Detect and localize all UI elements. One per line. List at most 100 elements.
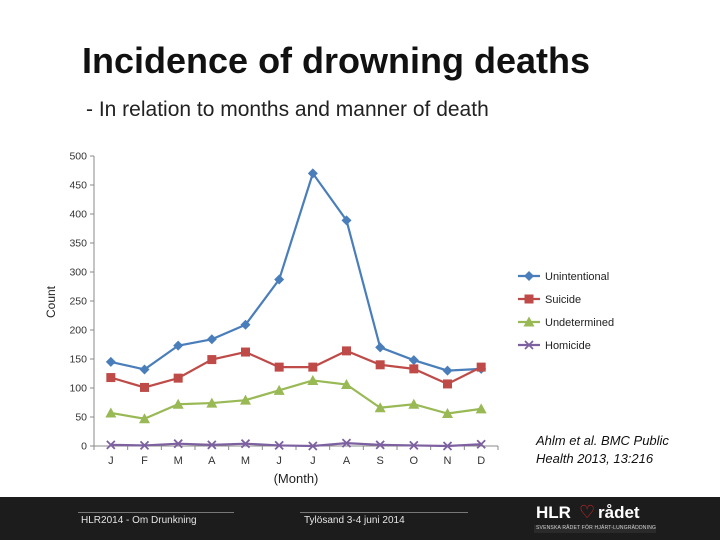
data-point-homicide xyxy=(409,440,419,451)
data-point-unintentional xyxy=(274,274,285,285)
drowning-line-chart: 0 50 100 150 200 250 300 350 400 450 500 J F M A M J J A S O… xyxy=(44,151,614,487)
legend-marker-homicide xyxy=(524,340,534,350)
x-tick-label: O xyxy=(410,455,419,467)
y-tick-label: 50 xyxy=(75,412,87,424)
y-tick-label: 150 xyxy=(69,354,87,366)
data-point-suicide xyxy=(173,373,183,383)
data-point-unintentional xyxy=(408,355,419,366)
data-point-unintentional xyxy=(307,168,318,179)
x-tick-label: S xyxy=(376,455,383,467)
data-point-unintentional xyxy=(206,334,217,345)
data-point-unintentional xyxy=(341,215,352,226)
legend-label-homicide: Homicide xyxy=(545,340,591,352)
data-point-homicide xyxy=(341,438,352,448)
data-point-unintentional xyxy=(173,340,184,351)
data-point-undetermined xyxy=(307,374,319,385)
series-line-suicide xyxy=(110,349,482,389)
heart-icon: ♡ xyxy=(579,502,596,522)
data-point-homicide xyxy=(274,440,284,451)
y-tick-label: 250 xyxy=(69,296,87,308)
series-layer xyxy=(105,168,487,451)
data-point-homicide xyxy=(207,440,217,450)
data-point-undetermined xyxy=(273,384,285,395)
data-point-unintentional xyxy=(375,342,386,353)
data-point-undetermined xyxy=(139,413,150,424)
data-point-homicide xyxy=(375,440,385,450)
data-point-unintentional xyxy=(240,319,251,330)
data-point-suicide xyxy=(207,355,217,365)
x-tick-label: A xyxy=(343,455,351,467)
data-point-suicide xyxy=(443,379,452,389)
data-point-homicide xyxy=(442,441,453,451)
footer-center-text: Tylösand 3-4 juni 2014 xyxy=(304,515,405,526)
footer-divider-center xyxy=(300,512,468,513)
x-tick-label: N xyxy=(444,455,452,467)
data-point-undetermined xyxy=(408,398,420,409)
data-point-suicide xyxy=(106,373,116,383)
data-point-undetermined xyxy=(475,403,487,414)
y-tick-label: 0 xyxy=(81,441,87,453)
axes-layer: 0 50 100 150 200 250 300 350 400 450 500 J F M A M J J A S O… xyxy=(69,151,499,467)
y-tick-label: 350 xyxy=(69,238,87,250)
x-tick-label: J xyxy=(276,455,282,467)
logo-tagline-bar xyxy=(534,525,656,533)
legend-label-suicide: Suicide xyxy=(545,294,581,306)
x-tick-label: D xyxy=(477,455,485,467)
y-axis-label: Count xyxy=(44,285,58,318)
data-point-unintentional xyxy=(442,365,453,376)
data-point-undetermined xyxy=(206,397,218,408)
x-tick-label: A xyxy=(208,455,216,467)
x-tick-label: M xyxy=(174,455,183,467)
x-tick-label: J xyxy=(108,455,114,467)
x-axis-label: (Month) xyxy=(274,471,319,486)
citation: Ahlm et al. BMC Public Health 2013, 13:2… xyxy=(536,432,706,468)
footer-left-text: HLR2014 - Om Drunkning xyxy=(81,515,197,526)
footer-bar: HLR2014 - Om Drunkning Tylösand 3-4 juni… xyxy=(0,497,720,540)
x-tick-label: J xyxy=(310,455,316,467)
data-point-suicide xyxy=(274,362,284,372)
legend-label-unintentional: Unintentional xyxy=(545,271,609,283)
data-point-undetermined xyxy=(172,398,184,409)
data-point-undetermined xyxy=(341,379,352,390)
data-point-undetermined xyxy=(374,402,386,413)
data-point-unintentional xyxy=(105,356,116,367)
data-point-suicide xyxy=(409,364,419,374)
hlr-radet-logo: HLR ♡ rådet SVENSKA RÅDET FÖR HJÄRT-LUNG… xyxy=(534,502,657,535)
legend-layer: Unintentional Suicide Undetermined Homicide xyxy=(518,271,614,352)
y-tick-label: 400 xyxy=(69,209,87,221)
data-point-homicide xyxy=(308,441,318,451)
data-point-homicide xyxy=(240,439,251,449)
logo-tagline: SVENSKA RÅDET FÖR HJÄRT-LUNGRÄDDNING xyxy=(536,525,657,531)
data-point-suicide xyxy=(140,382,149,392)
data-point-homicide xyxy=(139,440,150,451)
data-point-homicide xyxy=(106,440,116,450)
data-point-homicide xyxy=(173,439,183,449)
series-line-unintentional xyxy=(110,170,482,372)
logo-text-left: HLR xyxy=(536,503,571,522)
y-tick-label: 200 xyxy=(69,325,87,337)
series-line-homicide xyxy=(110,441,482,448)
x-tick-label: M xyxy=(241,455,250,467)
citation-line-2: Health 2013, 13:216 xyxy=(536,451,654,466)
legend-marker-undetermined xyxy=(523,316,535,327)
slide-title: Incidence of drowning deaths xyxy=(82,40,591,81)
data-point-undetermined xyxy=(240,394,251,405)
data-point-undetermined xyxy=(105,407,117,418)
y-tick-label: 300 xyxy=(69,267,87,279)
x-tick-label: F xyxy=(141,455,148,467)
data-point-suicide xyxy=(241,347,250,357)
legend-marker-suicide xyxy=(524,294,534,304)
data-point-suicide xyxy=(342,346,351,356)
footer-divider-left xyxy=(78,512,234,513)
data-point-homicide xyxy=(476,439,486,449)
y-tick-label: 500 xyxy=(69,151,87,163)
y-tick-label: 450 xyxy=(69,180,87,192)
data-point-suicide xyxy=(476,362,486,372)
citation-line-1: Ahlm et al. BMC Public xyxy=(536,433,669,448)
series-line-undetermined xyxy=(110,379,482,420)
slide-subtitle: - In relation to months and manner of de… xyxy=(86,98,489,121)
data-point-suicide xyxy=(308,362,318,372)
data-point-undetermined xyxy=(442,408,453,419)
data-point-unintentional xyxy=(139,364,150,375)
data-point-suicide xyxy=(375,360,385,370)
